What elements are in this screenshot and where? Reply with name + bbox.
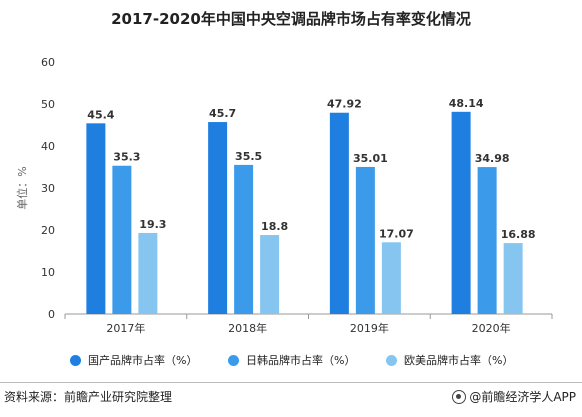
bar-chart: 单位：% 0 10 20 30 40 50 60 45.4 35.3 19.3 45.7 35.5 1… xyxy=(15,56,553,335)
bar-value-label: 35.3 xyxy=(113,151,140,164)
footer-divider xyxy=(0,382,582,383)
y-axis-label: 单位：% xyxy=(15,166,29,209)
bar xyxy=(329,112,349,315)
bar-value-label: 35.5 xyxy=(235,150,262,163)
y-tick-label: 50 xyxy=(41,98,55,111)
bar xyxy=(208,122,228,314)
brand-logo-icon xyxy=(452,389,467,404)
brand-credit: @前瞻经济学人APP xyxy=(452,388,576,405)
bar-value-label: 35.01 xyxy=(353,152,388,165)
bar-value-label: 45.7 xyxy=(209,107,236,120)
legend-swatch-europe-america xyxy=(386,354,397,366)
legend-swatch-domestic xyxy=(70,354,81,366)
y-tick-label: 30 xyxy=(41,182,55,195)
y-tick-label: 0 xyxy=(48,308,55,321)
bar-value-label: 34.98 xyxy=(475,152,510,165)
x-tick-label: 2017年 xyxy=(106,321,145,335)
y-tick-label: 40 xyxy=(41,140,55,153)
legend-label-europe-america: 欧美品牌市占率（%） xyxy=(404,354,514,367)
bar xyxy=(86,123,106,314)
x-tick-label: 2019年 xyxy=(350,321,389,335)
bar xyxy=(503,243,523,314)
bar-value-label: 45.4 xyxy=(87,108,114,121)
bar xyxy=(112,165,132,314)
bar xyxy=(451,111,471,314)
bar xyxy=(260,235,280,314)
source-note: 资料来源：前瞻产业研究院整理 xyxy=(4,390,173,404)
x-tick-label: 2018年 xyxy=(228,321,267,335)
legend-item-europe-america: 欧美品牌市占率（%） xyxy=(386,352,513,368)
bar-value-label: 48.14 xyxy=(449,97,484,110)
x-tick-label: 2020年 xyxy=(472,321,511,335)
legend-label-domestic: 国产品牌市占率（%） xyxy=(88,354,198,367)
y-tick-label: 10 xyxy=(41,266,55,279)
y-tick-label: 20 xyxy=(41,224,55,237)
bar-value-label: 18.8 xyxy=(261,220,288,233)
bar xyxy=(138,232,158,314)
legend-swatch-japan-korea xyxy=(228,354,239,366)
bar-value-label: 17.07 xyxy=(379,227,414,240)
bar xyxy=(477,167,497,314)
bar xyxy=(234,164,254,314)
legend-label-japan-korea: 日韩品牌市占率（%） xyxy=(246,354,356,367)
brand-credit-text: @前瞻经济学人APP xyxy=(469,390,576,404)
legend-item-domestic: 国产品牌市占率（%） xyxy=(70,352,197,368)
y-tick-label: 60 xyxy=(41,56,55,69)
bar xyxy=(355,166,375,314)
legend-item-japan-korea: 日韩品牌市占率（%） xyxy=(228,352,355,368)
chart-title: 2017-2020年中国中央空调品牌市场占有率变化情况 xyxy=(111,10,471,28)
bar-value-label: 16.88 xyxy=(501,228,536,241)
chart-legend: 国产品牌市占率（%） 日韩品牌市占率（%） 欧美品牌市占率（%） xyxy=(0,352,582,370)
bar xyxy=(381,242,401,314)
bar-value-label: 47.92 xyxy=(327,98,362,111)
bar-value-label: 19.3 xyxy=(139,218,166,231)
